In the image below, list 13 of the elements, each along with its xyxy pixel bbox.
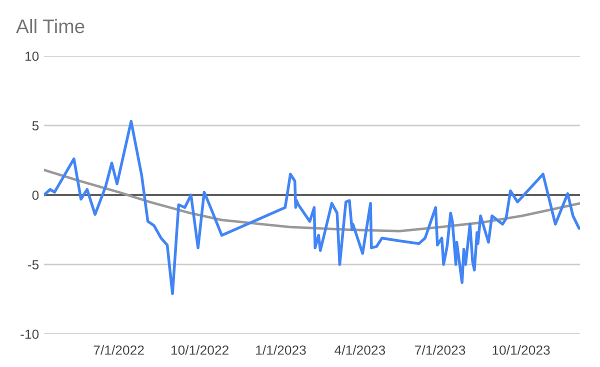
line-series	[44, 120, 580, 296]
x-tick-label: 7/1/2022	[94, 345, 144, 355]
chart-title: All Time	[16, 18, 84, 34]
y-tick-label: 10	[25, 52, 39, 61]
x-tick-label: 10/1/2023	[492, 345, 550, 355]
x-tick-label: 7/1/2023	[415, 345, 466, 355]
x-tick-label: 1/1/2023	[256, 345, 306, 355]
y-tick-label: 0	[32, 190, 39, 200]
y-tick-label: 5	[32, 121, 39, 130]
y-tick-label: -10	[20, 330, 39, 339]
x-tick-label: 4/1/2023	[334, 345, 386, 355]
x-tick-label: 10/1/2022	[171, 345, 228, 355]
y-tick-label: -5	[28, 260, 39, 270]
